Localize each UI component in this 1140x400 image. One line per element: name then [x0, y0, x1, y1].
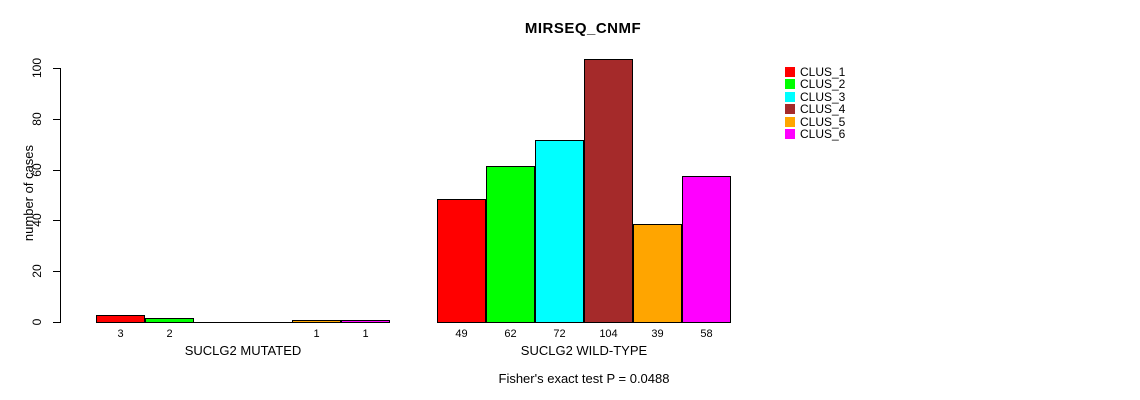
- legend-swatch-clus_4: [785, 104, 795, 115]
- y-axis-tick-label: 0: [30, 318, 44, 326]
- legend-swatch-clus_1: [785, 67, 795, 77]
- legend-label: CLUS_3: [800, 89, 846, 104]
- y-axis-tick: [53, 170, 60, 171]
- legend-swatch-clus_2: [785, 79, 795, 90]
- y-axis-tick: [53, 271, 60, 272]
- legend-item-clus_2: CLUS_2: [785, 78, 845, 90]
- group-baseline: [96, 322, 390, 323]
- legend-item-clus_1: CLUS_1: [785, 66, 845, 78]
- bar-clus_5-wildtype: [633, 224, 682, 323]
- y-axis-tick: [53, 322, 60, 323]
- legend-item-clus_4: CLUS_4: [785, 103, 845, 115]
- legend-label: CLUS_1: [800, 65, 846, 79]
- bar-clus_2-wildtype: [486, 166, 535, 323]
- bar-value-label: 1: [362, 328, 369, 340]
- y-axis-tick: [53, 220, 60, 221]
- bar-clus_1-mutated: [96, 315, 145, 323]
- legend-label: CLUS_5: [800, 114, 846, 129]
- legend-label: CLUS_2: [800, 77, 846, 92]
- bar-value-label: 3: [117, 328, 124, 340]
- chart-title: MIRSEQ_CNMF: [524, 20, 642, 37]
- bar-value-label: 72: [553, 328, 566, 340]
- legend-swatch-clus_3: [785, 91, 795, 102]
- y-axis-tick: [53, 68, 60, 69]
- y-axis-title-wrap: number of cases: [21, 144, 36, 242]
- fisher-test-annotation: Fisher's exact test P = 0.0488: [498, 371, 670, 386]
- legend-swatch-clus_6: [785, 129, 795, 139]
- group-label-mutated: SUCLG2 MUTATED: [184, 343, 302, 358]
- y-axis-line: [60, 68, 61, 323]
- legend-swatch-clus_5: [785, 116, 795, 127]
- bar-clus_5-mutated: [292, 320, 341, 323]
- legend-label: CLUS_4: [800, 102, 846, 117]
- bar-clus_1-wildtype: [437, 199, 486, 323]
- legend-label: CLUS_6: [800, 127, 846, 141]
- bar-value-label: 104: [599, 328, 618, 340]
- bar-value-label: 49: [455, 328, 468, 340]
- group-label-wildtype: SUCLG2 WILD-TYPE: [520, 343, 648, 358]
- bar-clus_6-wildtype: [682, 176, 731, 323]
- bar-value-label: 39: [651, 328, 664, 340]
- legend-item-clus_3: CLUS_3: [785, 91, 845, 103]
- bar-value-label: 62: [504, 328, 517, 340]
- y-axis-tick-label: 100: [30, 57, 44, 79]
- legend-item-clus_6: CLUS_6: [785, 128, 845, 140]
- bar-clus_3-wildtype: [535, 140, 584, 323]
- bar-clus_4-wildtype: [584, 59, 633, 323]
- bar-value-label: 58: [700, 328, 713, 340]
- bar-clus_2-mutated: [145, 318, 194, 323]
- bar-clus_6-mutated: [341, 320, 390, 323]
- bar-value-label: 1: [313, 328, 320, 340]
- bar-value-label: 2: [166, 328, 173, 340]
- y-axis-tick: [53, 119, 60, 120]
- legend-item-clus_5: CLUS_5: [785, 116, 845, 128]
